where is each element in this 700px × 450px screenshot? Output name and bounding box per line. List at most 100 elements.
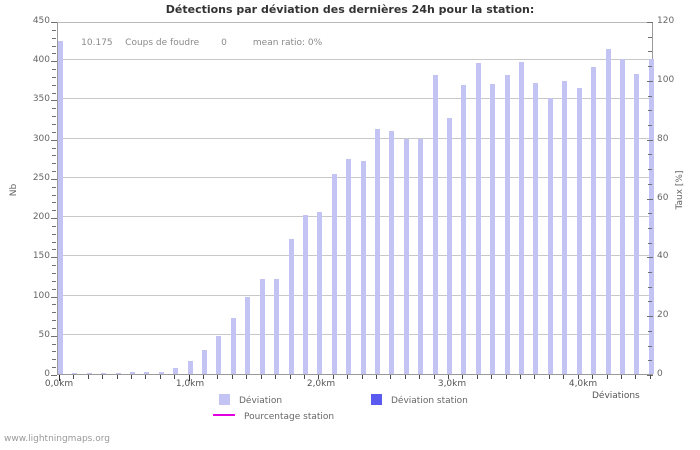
y-axis-right-minor-tick — [648, 213, 652, 215]
bar — [404, 138, 409, 374]
y-axis-left-minor-tick — [52, 265, 56, 267]
bar — [159, 371, 164, 374]
x-axis-tick — [304, 375, 305, 379]
y-axis-left-minor-tick — [52, 76, 56, 78]
annotation-station-count: 0 — [221, 38, 227, 48]
x-axis-tick — [73, 375, 74, 379]
y-axis-left-tick — [51, 61, 57, 63]
x-axis-tick-label: 2,0km — [306, 379, 336, 389]
bar — [649, 58, 654, 374]
y-axis-right-tick — [647, 80, 653, 82]
y-axis-left-tick-label: 300 — [32, 133, 50, 144]
legend-label-deviation: Déviation — [239, 396, 283, 406]
x-axis-tick — [405, 375, 406, 379]
gridline — [58, 137, 652, 139]
x-axis-tick — [318, 375, 319, 379]
x-axis-tick-label: 3,0km — [437, 379, 467, 389]
bar — [188, 360, 193, 374]
y-axis-left-minor-tick — [52, 29, 56, 31]
bar — [130, 372, 135, 374]
x-axis-tick — [203, 375, 204, 379]
y-axis-right-minor-tick — [648, 124, 652, 126]
y-axis-left-minor-tick — [52, 131, 56, 133]
bar — [433, 75, 438, 374]
x-axis-tick — [491, 375, 492, 379]
y-axis-right-minor-tick — [648, 154, 652, 156]
x-axis-tick — [333, 375, 334, 379]
bar — [317, 212, 322, 374]
y-axis-right-minor-tick — [648, 227, 652, 229]
legend-label-deviation-station: Déviation station — [391, 396, 468, 406]
bar — [490, 83, 495, 374]
bar — [361, 160, 366, 374]
y-axis-right-minor-tick — [648, 345, 652, 347]
y-axis-left-tick — [51, 178, 57, 180]
bar — [245, 297, 250, 374]
y-axis-left-minor-tick — [52, 69, 56, 71]
y-axis-right-tick-label: 40 — [657, 251, 669, 262]
y-axis-left-minor-tick — [52, 320, 56, 322]
bar — [505, 75, 510, 374]
bar — [231, 318, 236, 374]
y-axis-right-tick-label: 0 — [657, 369, 663, 379]
bar — [389, 130, 394, 374]
bar — [216, 336, 221, 374]
y-axis-left-minor-tick — [52, 304, 56, 306]
y-axis-left-minor-tick — [52, 210, 56, 212]
bar — [202, 350, 207, 374]
y-axis-right-tick-label: 80 — [657, 133, 669, 144]
y-axis-left-tick-label: 450 — [32, 16, 50, 26]
y-axis-left-minor-tick — [52, 186, 56, 188]
y-axis-left-tick — [51, 296, 57, 298]
y-axis-left-minor-tick — [52, 155, 56, 157]
x-axis-tick — [390, 375, 391, 379]
y-axis-left-minor-tick — [52, 359, 56, 361]
y-axis-left-tick — [51, 218, 57, 220]
y-axis-right-tick-label: 20 — [657, 310, 669, 321]
y-axis-right-tick-label: 100 — [657, 74, 675, 85]
y-axis-left-minor-tick — [52, 171, 56, 173]
bar — [606, 49, 611, 374]
chart-annotation: 10.175 Coups de foudre 0 mean ratio: 0% — [64, 28, 322, 58]
annotation-mean-ratio: mean ratio: 0% — [252, 38, 323, 48]
x-axis-tick — [534, 375, 535, 379]
legend-item-percentage-station[interactable]: Pourcentage station — [213, 412, 334, 422]
x-axis-tick — [520, 375, 521, 379]
y-axis-left-tick — [51, 100, 57, 102]
bar — [72, 373, 77, 374]
x-axis-tick — [117, 375, 118, 379]
x-axis-tick — [217, 375, 218, 379]
x-axis-tick — [650, 375, 651, 379]
legend-swatch-deviation — [219, 394, 230, 405]
legend-label-percentage-station: Pourcentage station — [244, 412, 335, 422]
y-axis-right-minor-tick — [648, 360, 652, 362]
y-axis-left-tick — [51, 257, 57, 259]
gridline — [58, 255, 652, 257]
y-axis-left-minor-tick — [52, 84, 56, 86]
bar — [634, 73, 639, 374]
legend-item-deviation[interactable]: Déviation — [219, 394, 282, 406]
y-axis-left-minor-tick — [52, 92, 56, 94]
bar — [447, 117, 452, 374]
bar — [591, 67, 596, 374]
x-axis-tick — [174, 375, 175, 379]
bar — [519, 61, 524, 374]
x-axis-tick-label: 0,0km — [44, 379, 74, 389]
legend-item-deviation-station[interactable]: Déviation station — [371, 394, 468, 406]
bar — [346, 159, 351, 374]
y-axis-left-minor-tick — [52, 351, 56, 353]
y-axis-right-tick-label: 60 — [657, 192, 669, 203]
bar — [101, 373, 106, 374]
gridline — [58, 333, 652, 335]
y-axis-right-tick — [647, 316, 653, 318]
y-axis-right-minor-tick — [648, 330, 652, 332]
bar — [375, 129, 380, 374]
y-axis-left-minor-tick — [52, 37, 56, 39]
y-axis-left-minor-tick — [52, 288, 56, 290]
y-axis-right-minor-tick — [648, 183, 652, 185]
x-axis-tick — [419, 375, 420, 379]
bar — [173, 367, 178, 374]
y-axis-left-tick-label: 350 — [32, 94, 50, 105]
y-axis-left-minor-tick — [52, 123, 56, 125]
bar — [303, 214, 308, 374]
